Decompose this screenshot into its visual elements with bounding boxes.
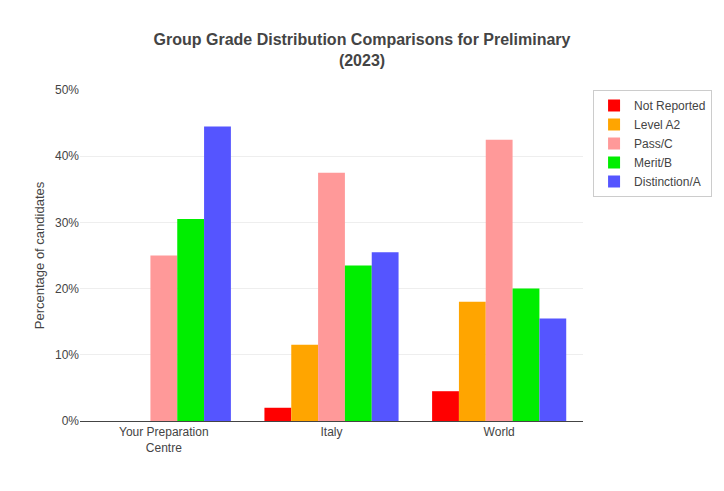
- svg-text:Distinction/A: Distinction/A: [634, 175, 701, 189]
- svg-text:Group Grade Distribution Compa: Group Grade Distribution Comparisons for…: [154, 31, 571, 69]
- svg-text:40%: 40%: [55, 149, 79, 163]
- svg-text:50%: 50%: [55, 83, 79, 97]
- svg-text:Merit/B: Merit/B: [634, 156, 672, 170]
- svg-text:Level A2: Level A2: [634, 118, 680, 132]
- svg-text:30%: 30%: [55, 216, 79, 230]
- svg-text:0%: 0%: [62, 414, 80, 428]
- svg-text:Your PreparationCentre: Your PreparationCentre: [119, 425, 209, 455]
- svg-text:Percentage of candidates: Percentage of candidates: [32, 181, 47, 329]
- svg-text:Pass/C: Pass/C: [634, 137, 673, 151]
- svg-text:World: World: [484, 425, 515, 439]
- svg-text:20%: 20%: [55, 282, 79, 296]
- svg-text:10%: 10%: [55, 348, 79, 362]
- svg-text:Italy: Italy: [320, 425, 342, 439]
- svg-text:Not Reported: Not Reported: [634, 99, 705, 113]
